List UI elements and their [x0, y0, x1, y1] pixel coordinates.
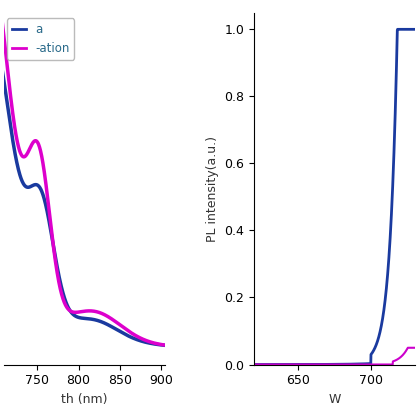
Legend: a, -ation: a, -ation — [7, 18, 74, 60]
Y-axis label: PL intensity(a.u.): PL intensity(a.u.) — [205, 136, 218, 241]
X-axis label: th (nm): th (nm) — [62, 393, 108, 406]
X-axis label: W: W — [328, 393, 341, 406]
